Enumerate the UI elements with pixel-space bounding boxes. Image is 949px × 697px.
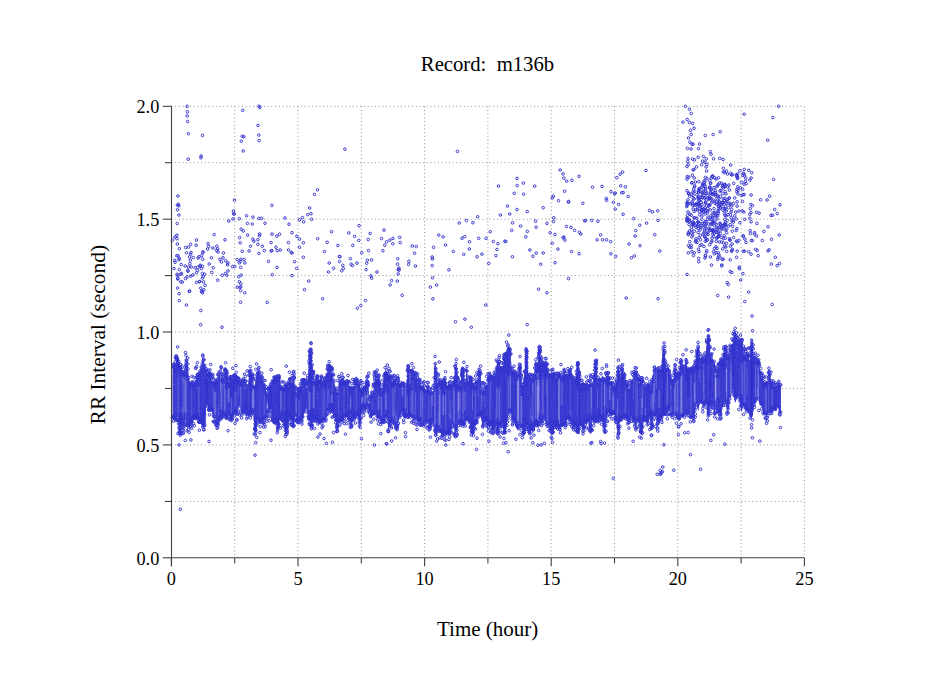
svg-text:Record: m136b: Record: m136b [421,53,554,75]
svg-text:15: 15 [542,569,560,589]
svg-text:1.5: 1.5 [136,210,159,230]
svg-text:25: 25 [795,569,813,589]
svg-text:Time (hour): Time (hour) [437,617,538,641]
svg-text:10: 10 [415,569,433,589]
svg-text:0: 0 [167,569,176,589]
svg-text:1.0: 1.0 [136,323,159,343]
svg-text:RR Interval (second): RR Interval (second) [86,245,110,424]
svg-text:0.0: 0.0 [136,549,159,569]
svg-text:5: 5 [293,569,302,589]
svg-text:0.5: 0.5 [136,436,159,456]
svg-text:2.0: 2.0 [136,97,159,117]
svg-text:20: 20 [669,569,687,589]
